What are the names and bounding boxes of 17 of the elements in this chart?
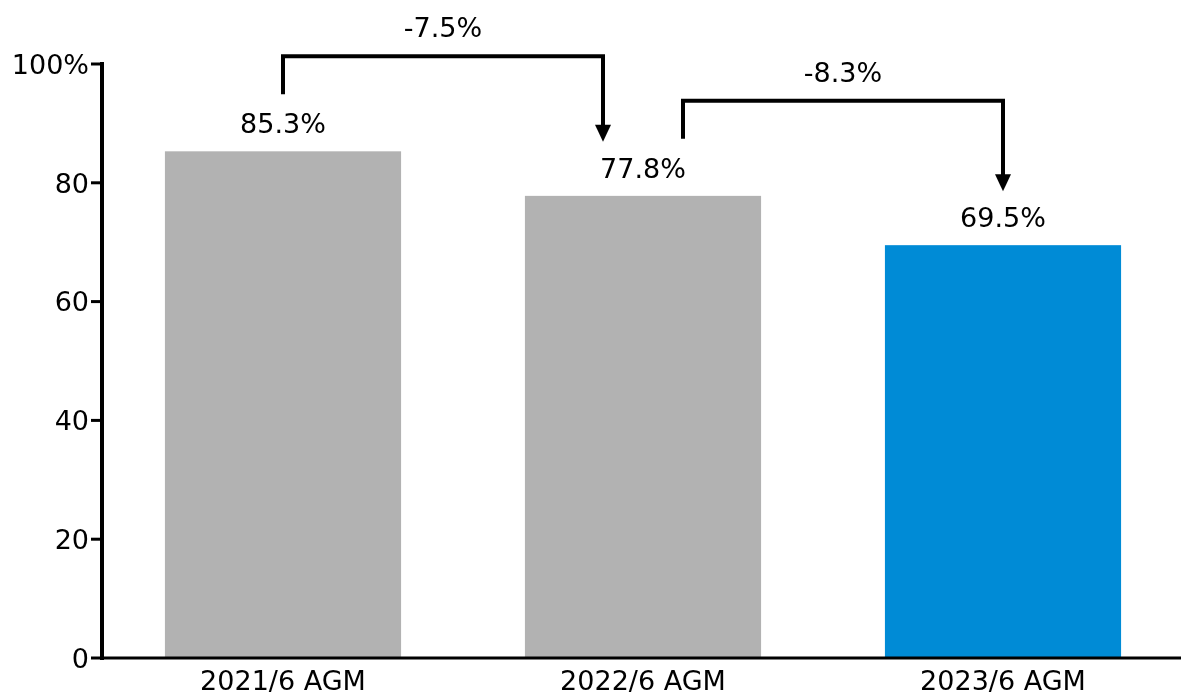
y-tick-label: 0: [71, 642, 89, 674]
x-tick-label: 2022/6 AGM: [560, 665, 726, 696]
bar: [884, 245, 1122, 658]
data-label: 69.5%: [960, 202, 1046, 234]
data-label: 77.8%: [600, 152, 686, 184]
y-tick-label: 60: [54, 286, 89, 318]
bar: [524, 195, 762, 658]
y-tick-label: 40: [54, 405, 89, 437]
y-tick-label: 100%: [11, 48, 89, 80]
y-tick-label: 80: [54, 167, 89, 199]
bar: [164, 151, 402, 658]
x-tick-label: 2023/6 AGM: [920, 665, 1086, 696]
y-tick-label: 20: [54, 523, 89, 555]
x-tick-label: 2021/6 AGM: [200, 665, 366, 696]
text: -7.5%: [403, 12, 483, 44]
data-label: 85.3%: [240, 108, 326, 140]
annotation: -8.3%: [803, 56, 883, 88]
